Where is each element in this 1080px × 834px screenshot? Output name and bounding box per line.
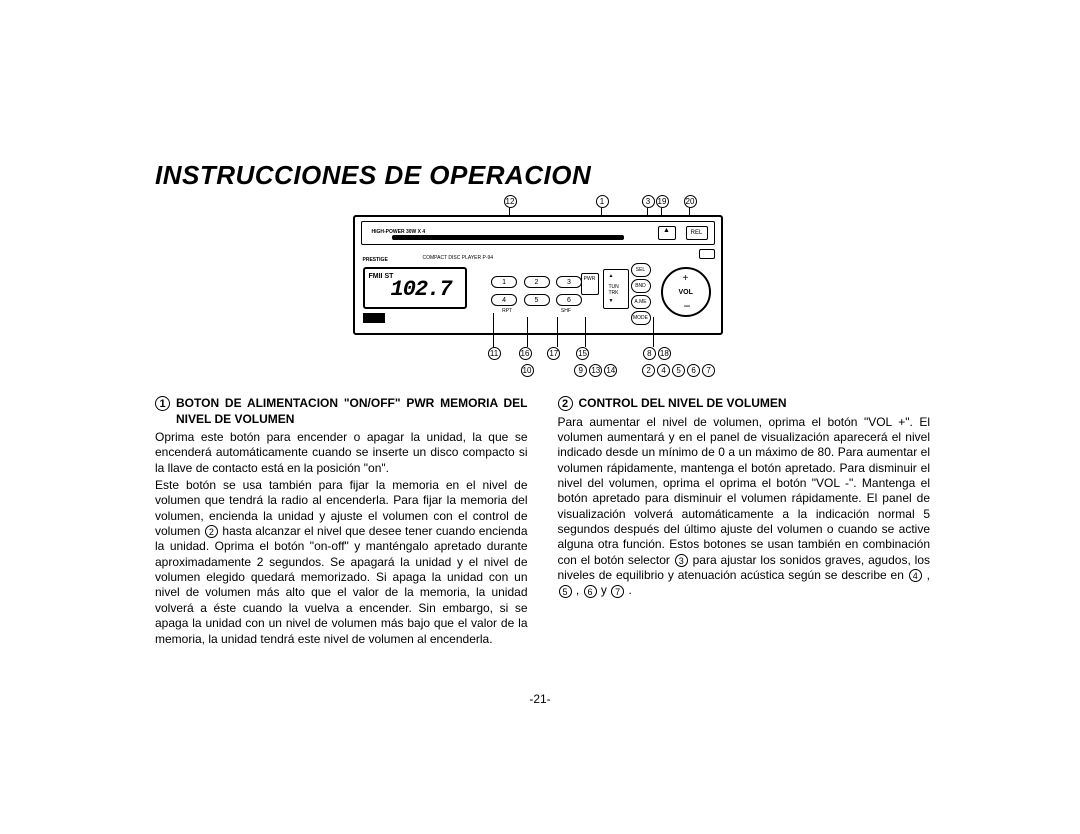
lcd-display: FMII ST 102.7 (363, 267, 467, 309)
callout-17: 17 (547, 347, 560, 360)
section-2-body: Para aumentar el nivel de volumen, oprim… (558, 415, 931, 599)
volume-knob: + VOL − (661, 267, 711, 317)
callout-5: 5 (672, 364, 685, 377)
inline-ref-4: 4 (909, 569, 922, 582)
cd-slot (392, 235, 624, 240)
section-1-heading: 1 BOTON DE ALIMENTACION "ON/OFF" PWR MEM… (155, 396, 528, 427)
callout-8: 8 (643, 347, 656, 360)
section-2-title: CONTROL DEL NIVEL DE VOLUMEN (579, 396, 787, 411)
vol-plus-icon: + (683, 273, 689, 284)
tune-down-icon: ▼ (609, 298, 614, 304)
callout-20: 20 (684, 195, 697, 208)
preset-4: 4 (491, 294, 517, 306)
trk-label: TRK (609, 290, 619, 296)
bnd-button: BND (631, 279, 651, 293)
frequency-readout: 102.7 (391, 277, 452, 302)
callout-12: 12 (504, 195, 517, 208)
vol-label: VOL (679, 289, 693, 296)
mode-button: MODE (631, 311, 651, 325)
preset-sub-rpt: RPT (493, 308, 521, 314)
leader-line (653, 317, 654, 347)
inline-ref-2: 2 (205, 525, 218, 538)
vol-minus-icon: − (684, 299, 691, 313)
rel-button: REL (686, 226, 708, 240)
callout-11: 11 (488, 347, 501, 360)
callouts-bottom-row1: 11 16 17 15 818 (353, 347, 733, 360)
callout-9: 9 (574, 364, 587, 377)
power-indicator (363, 313, 385, 323)
top-bar: HIGH-POWER 30W X 4 ▲ REL (361, 221, 715, 245)
inline-ref-7: 7 (611, 585, 624, 598)
callout-3: 3 (642, 195, 655, 208)
callout-19: 19 (656, 195, 669, 208)
section-1-p1: Oprima este botón para encender o apagar… (155, 430, 528, 476)
callouts-top: 12 1 3 19 20 (353, 195, 733, 211)
leader-line (527, 317, 528, 347)
page-number: -21- (0, 692, 1080, 706)
cd-logo-icon (699, 249, 715, 259)
ame-button: A.ME (631, 295, 651, 309)
section-1-title: BOTON DE ALIMENTACION "ON/OFF" PWR MEMOR… (176, 396, 528, 427)
tune-up-icon: ▲ (609, 273, 614, 279)
callout-6: 6 (687, 364, 700, 377)
callout-13: 13 (589, 364, 602, 377)
callout-14: 14 (604, 364, 617, 377)
body-columns: 1 BOTON DE ALIMENTACION "ON/OFF" PWR MEM… (155, 396, 930, 647)
inline-ref-3: 3 (675, 554, 688, 567)
callout-16: 16 (519, 347, 532, 360)
preset-sub-shf: SHF (552, 308, 580, 314)
callout-7: 7 (702, 364, 715, 377)
callout-10: 10 (521, 364, 534, 377)
preset-1: 1 (491, 276, 517, 288)
eject-button: ▲ (658, 226, 676, 240)
inline-ref-5: 5 (559, 585, 572, 598)
preset-5: 5 (524, 294, 550, 306)
column-right: 2 CONTROL DEL NIVEL DE VOLUMEN Para aume… (558, 396, 931, 647)
brand-label: PRESTIGE (363, 257, 388, 263)
page-title: INSTRUCCIONES DE OPERACION (155, 160, 930, 191)
preset-6: 6 (556, 294, 582, 306)
callouts-bottom-row2: 10 91314 24567 (353, 364, 733, 377)
leader-line (557, 317, 558, 347)
sel-button: SEL (631, 263, 651, 277)
callout-18: 18 (658, 347, 671, 360)
preset-buttons: 1 2 3 4 5 6 RPT SHF (487, 271, 587, 314)
leader-line (585, 317, 586, 347)
section-2-number: 2 (558, 396, 573, 411)
tune-rocker: ▲ TUN TRK ▼ (603, 269, 629, 309)
section-1-p2: Este botón se usa también para fijar la … (155, 478, 528, 647)
cdp-label: COMPACT DISC PLAYER P-94 (423, 255, 494, 261)
pwr-button: PWR (581, 273, 599, 295)
radio-face: HIGH-POWER 30W X 4 ▲ REL PRESTIGE COMPAC… (353, 215, 723, 335)
column-left: 1 BOTON DE ALIMENTACION "ON/OFF" PWR MEM… (155, 396, 528, 647)
callout-4: 4 (657, 364, 670, 377)
section-2-heading: 2 CONTROL DEL NIVEL DE VOLUMEN (558, 396, 931, 411)
callout-2: 2 (642, 364, 655, 377)
radio-diagram: 12 1 3 19 20 HIGH-POWER 30W X 4 ▲ REL PR… (353, 197, 733, 377)
preset-3: 3 (556, 276, 582, 288)
leader-line (493, 313, 494, 347)
inline-ref-6: 6 (584, 585, 597, 598)
side-buttons: SEL BND A.ME MODE (631, 261, 653, 327)
diagram-container: 12 1 3 19 20 HIGH-POWER 30W X 4 ▲ REL PR… (155, 197, 930, 378)
preset-2: 2 (524, 276, 550, 288)
section-1-number: 1 (155, 396, 170, 411)
callout-15: 15 (576, 347, 589, 360)
callout-1: 1 (596, 195, 609, 208)
